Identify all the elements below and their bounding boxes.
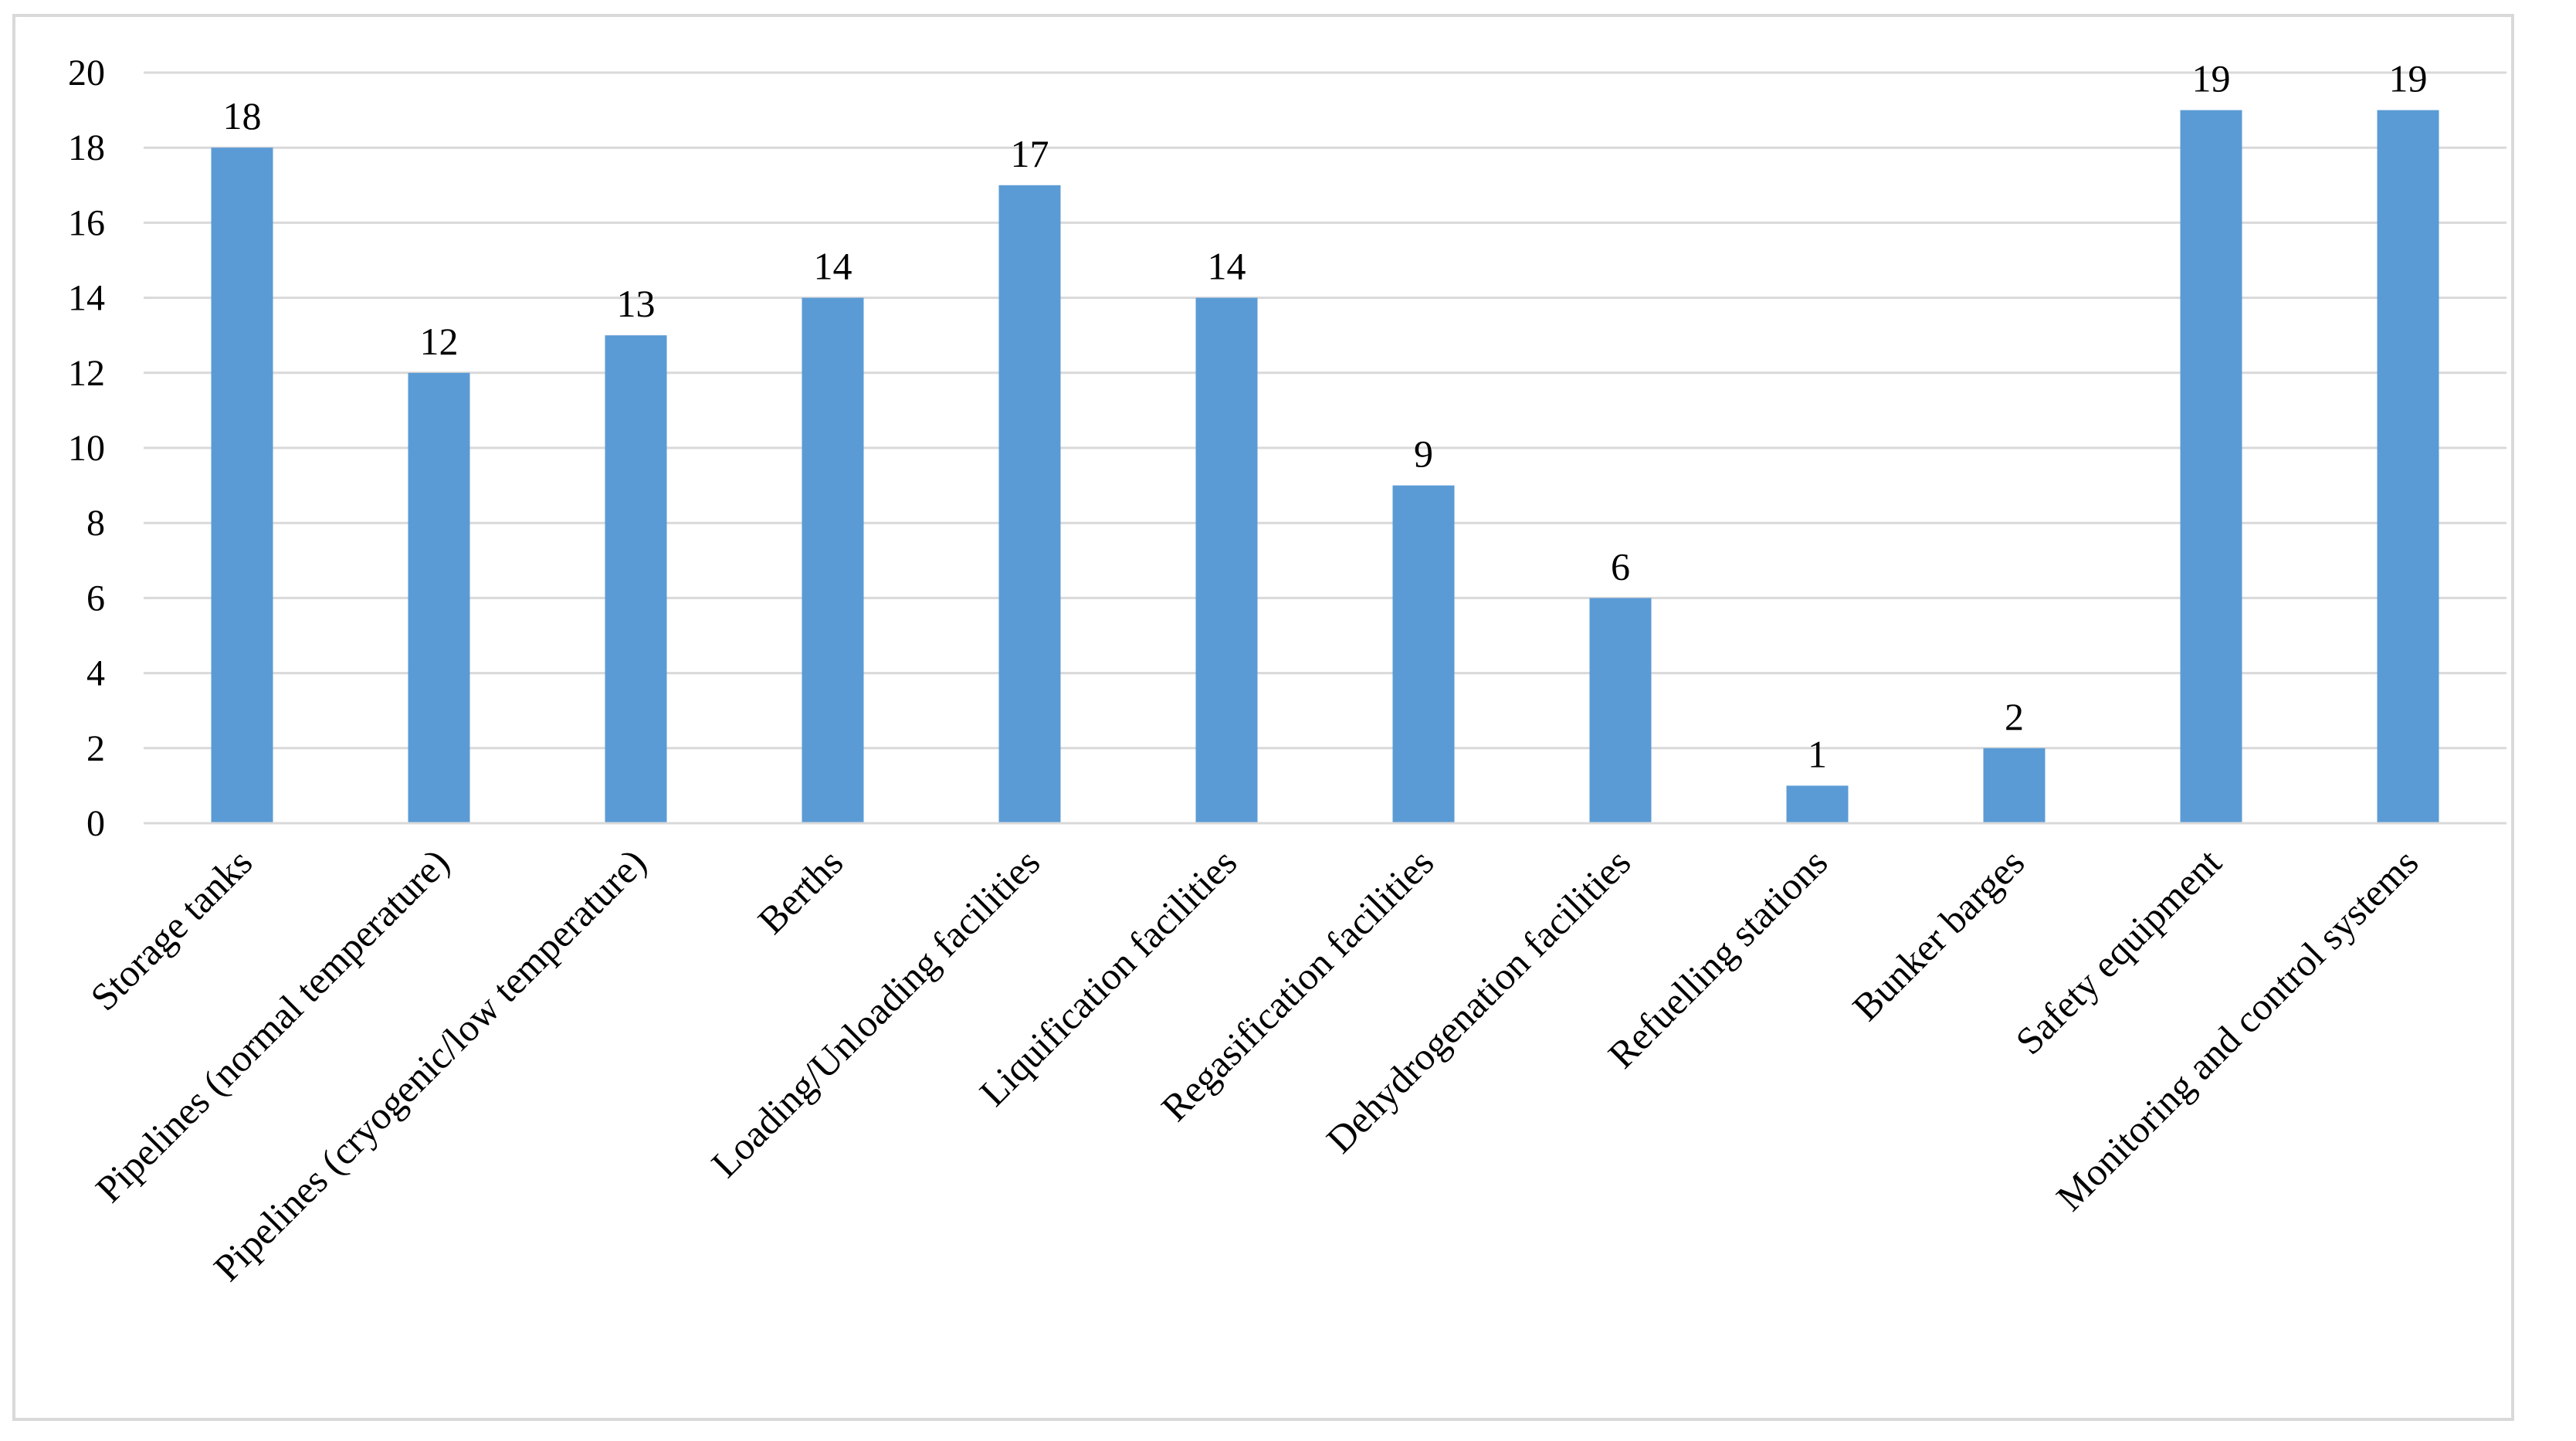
bar-11 [2180,110,2242,824]
y-axis-tick-labels: 0 2 4 6 8 10 12 14 16 18 20 [68,53,105,844]
data-label: 17 [1011,132,1049,175]
y-tick-label: 16 [68,202,105,243]
data-label: 19 [2192,57,2231,100]
category-label: Pipelines (cryogenic/low temperature) [205,840,655,1290]
category-label: Berths [749,840,851,942]
data-label: 12 [420,320,459,363]
y-tick-label: 4 [86,653,105,694]
category-label: Monitoring and control systems [2048,840,2426,1219]
bar-10 [1983,748,2046,823]
data-label: 6 [1611,544,1630,588]
y-tick-label: 12 [68,353,105,394]
data-label: 2 [2005,695,2024,738]
bar-8 [1589,598,1652,823]
data-label: 19 [2389,57,2428,100]
bar-2 [408,372,470,823]
y-tick-label: 0 [86,803,105,844]
bar-7 [1392,485,1455,823]
bar-5 [998,185,1061,824]
data-label: 1 [1808,732,1827,775]
category-label: Loading/Unloading facilities [703,840,1048,1185]
gridlines [144,71,2507,750]
y-tick-label: 10 [68,428,105,469]
category-label: Bunker barges [1844,840,2032,1029]
bar-1 [211,147,273,823]
data-label: 14 [1208,245,1246,288]
data-label: 18 [223,94,262,137]
bar-4 [802,297,864,824]
y-tick-label: 20 [68,53,105,93]
data-label: 14 [814,245,852,288]
category-label: Safety equipment [2007,840,2229,1063]
data-label: 13 [617,282,656,325]
y-tick-label: 8 [86,503,105,544]
bar-3 [605,335,667,823]
data-label: 9 [1414,432,1433,476]
y-tick-label: 14 [68,278,105,319]
category-label: Refuelling stations [1600,840,1836,1077]
category-label: Storage tanks [82,840,260,1019]
bar-9 [1786,785,1849,823]
bar-6 [1195,297,1258,824]
category-label: Pipelines (normal temperature) [87,840,457,1210]
bars [211,110,2439,824]
y-tick-label: 2 [86,728,105,769]
y-tick-label: 18 [68,127,105,168]
y-tick-label: 6 [86,578,105,619]
bar-12 [2377,110,2439,824]
